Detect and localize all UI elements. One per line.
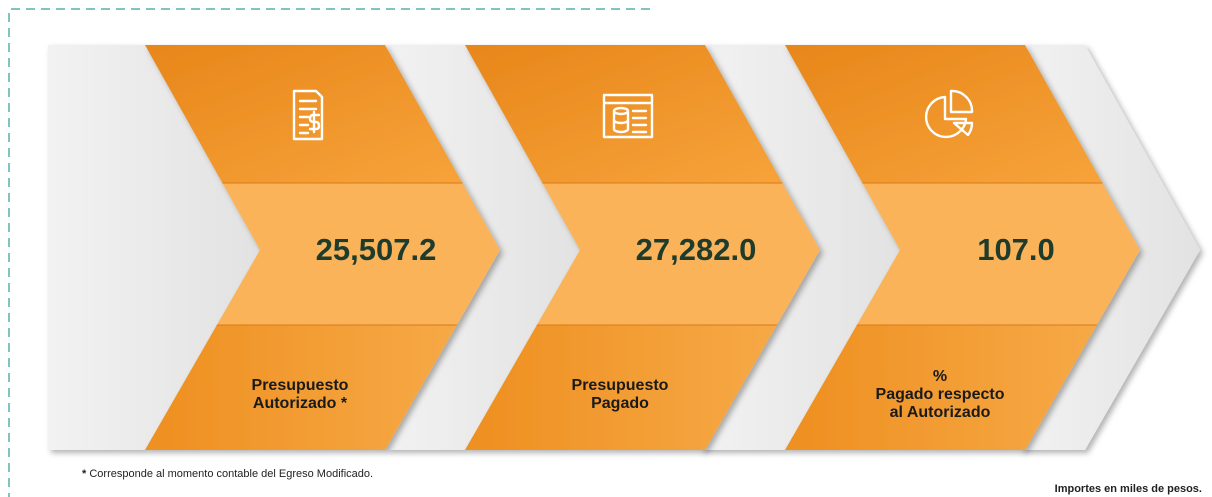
panel-label: Pagado respecto xyxy=(876,386,1005,403)
panel-value: 27,282.0 xyxy=(636,232,757,267)
footnote: * Corresponde al momento contable del Eg… xyxy=(82,468,373,480)
panel-value: 107.0 xyxy=(977,232,1055,267)
panel-label: al Autorizado xyxy=(890,404,991,421)
icon xyxy=(924,89,974,139)
units-note: Importes en miles de pesos. xyxy=(1055,483,1202,495)
panel-label: Pagado xyxy=(591,395,649,412)
panel-label: Presupuesto xyxy=(572,377,669,394)
footnote-mark: * xyxy=(82,468,87,480)
panel-label: % xyxy=(933,368,947,385)
panel-label: Presupuesto xyxy=(252,377,349,394)
icon xyxy=(292,89,324,141)
footnote-text: Corresponde al momento contable del Egre… xyxy=(89,468,373,480)
panel-label: Autorizado * xyxy=(253,395,348,412)
dashed-frame xyxy=(8,8,650,497)
icon xyxy=(602,93,654,139)
panel-value: 25,507.2 xyxy=(316,232,437,267)
gray-chevrons xyxy=(48,45,1200,450)
